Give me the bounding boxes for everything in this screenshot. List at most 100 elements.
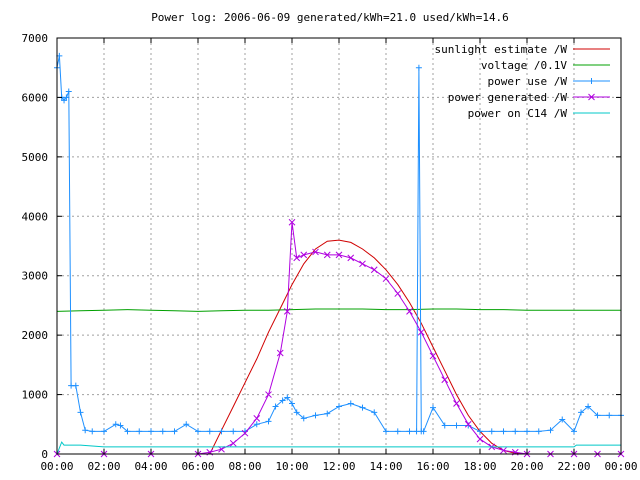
data-point — [335, 251, 343, 259]
y-tick-label: 6000 — [22, 91, 49, 104]
series-line — [209, 239, 528, 455]
data-point — [415, 64, 422, 71]
data-point — [230, 428, 237, 435]
x-tick-label: 00:00 — [40, 460, 73, 473]
x-tick-label: 16:00 — [416, 460, 449, 473]
data-point — [241, 429, 249, 437]
data-point — [394, 428, 401, 435]
data-point — [72, 382, 79, 389]
x-tick-label: 02:00 — [87, 460, 120, 473]
x-tick-label: 18:00 — [463, 460, 496, 473]
y-tick-label: 2000 — [22, 329, 49, 342]
data-point — [535, 428, 542, 435]
x-tick-label: 04:00 — [134, 460, 167, 473]
series-power-on-c14-w — [56, 441, 621, 455]
series-voltage-0-1v — [56, 308, 621, 312]
data-point — [371, 409, 378, 416]
data-point — [488, 428, 495, 435]
x-tick-label: 00:00 — [604, 460, 637, 473]
data-point — [283, 308, 291, 315]
data-point — [89, 428, 96, 435]
chart-title: Power log: 2006-06-09 generated/kWh=21.0… — [151, 11, 509, 24]
data-point — [171, 428, 178, 435]
data-point — [512, 428, 519, 435]
data-point — [136, 428, 143, 435]
data-point — [585, 403, 592, 410]
x-tick-label: 08:00 — [228, 460, 261, 473]
data-point — [101, 428, 107, 435]
legend-label: power generated /W — [448, 91, 568, 104]
data-point — [148, 428, 154, 435]
data-point — [293, 409, 300, 416]
y-tick-label: 3000 — [22, 270, 49, 283]
legend-label: power on C14 /W — [468, 107, 568, 120]
data-point — [370, 266, 378, 274]
data-point — [288, 218, 296, 226]
data-point — [117, 422, 124, 429]
data-point — [347, 254, 355, 262]
data-point — [559, 416, 566, 423]
data-point — [430, 404, 436, 411]
data-point — [476, 435, 484, 443]
data-point — [265, 418, 272, 425]
data-point — [429, 352, 437, 360]
data-point — [253, 421, 260, 428]
data-point — [289, 400, 295, 407]
data-point — [253, 414, 261, 422]
data-point — [383, 428, 389, 435]
data-point — [441, 376, 449, 384]
series-line — [56, 55, 621, 433]
data-point — [206, 428, 213, 435]
series-power-generated-w — [53, 218, 625, 458]
data-point — [500, 428, 507, 435]
series-layer — [53, 52, 625, 458]
data-point — [500, 447, 507, 454]
data-point — [347, 400, 354, 407]
data-point — [394, 290, 402, 297]
data-point — [63, 94, 70, 101]
data-point — [606, 412, 613, 419]
data-point — [229, 439, 237, 447]
data-point — [477, 428, 483, 435]
legend-label: voltage /0.1V — [481, 59, 567, 72]
data-point — [279, 397, 286, 404]
data-point — [382, 275, 390, 283]
data-point — [453, 400, 460, 407]
data-point — [293, 254, 301, 262]
x-axis: 00:00 02:00 04:00 06:00 08:00 10:00 12:00 14:00… — [40, 38, 638, 473]
data-point — [524, 428, 530, 435]
x-tick-label: 12:00 — [322, 460, 355, 473]
data-point — [312, 412, 319, 419]
data-point — [336, 403, 342, 410]
data-point — [300, 415, 307, 422]
x-tick-label: 22:00 — [557, 460, 590, 473]
data-point — [464, 420, 472, 428]
y-axis: 0 1000 2000 3000 4000 5000 6000 7000 — [22, 32, 621, 461]
data-point — [218, 428, 225, 435]
data-point — [420, 428, 427, 435]
legend-marker — [588, 93, 595, 101]
data-point — [284, 394, 291, 401]
data-point — [159, 428, 166, 435]
legend: sunlight estimate /W voltage /0.1V power u… — [435, 43, 610, 120]
data-point — [65, 88, 72, 95]
data-point — [195, 428, 201, 435]
data-point — [82, 427, 89, 434]
series-line — [56, 441, 621, 455]
x-tick-label: 20:00 — [510, 460, 543, 473]
data-point — [323, 251, 331, 259]
series-line — [56, 308, 621, 312]
data-point — [112, 421, 119, 428]
grid — [57, 38, 621, 454]
series-sunlight-estimate-w — [209, 239, 528, 455]
x-tick-label: 10:00 — [275, 460, 308, 473]
data-point — [359, 260, 366, 268]
y-tick-label: 0 — [41, 448, 48, 461]
data-point — [77, 409, 84, 416]
data-point — [276, 349, 284, 357]
y-tick-label: 5000 — [22, 151, 49, 164]
data-point — [300, 251, 308, 259]
legend-marker — [588, 78, 595, 84]
x-tick-label: 14:00 — [369, 460, 402, 473]
data-point — [183, 421, 190, 428]
